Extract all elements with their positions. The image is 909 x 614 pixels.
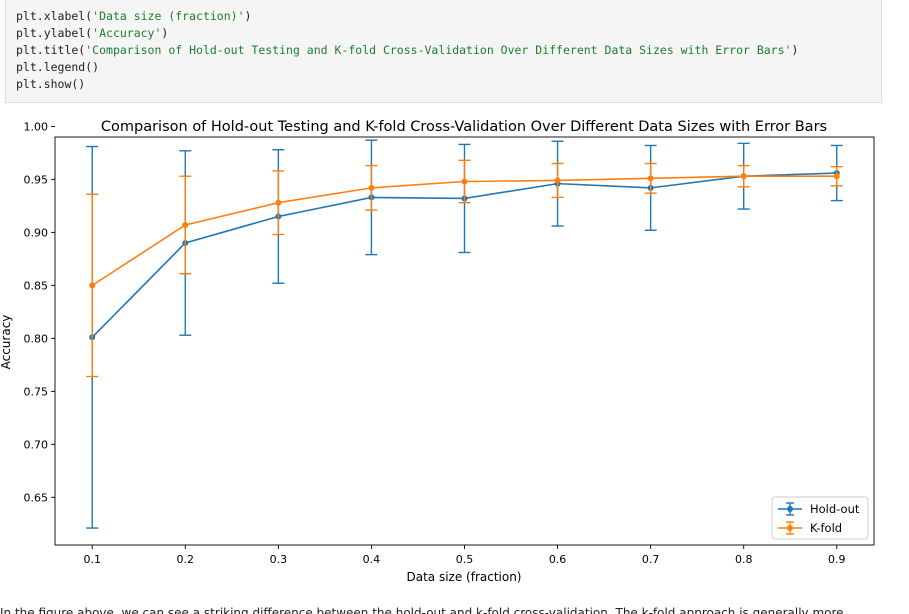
code-line: plt.legend() [16,60,100,74]
x-tick-label: 0.2 [177,553,195,566]
x-axis-label: Data size (fraction) [406,570,521,584]
x-tick-label: 0.9 [828,553,846,566]
y-tick-label: 0.80 [24,332,49,345]
series-k-fold [86,159,843,378]
y-tick-label: 0.90 [24,226,49,239]
footer-text: In the figure above, we can see a striki… [0,606,855,614]
data-point [461,178,468,185]
data-point [833,173,840,180]
x-tick-label: 0.4 [363,553,381,566]
y-axis-label: Accuracy [0,315,13,370]
code-line: plt.show() [16,77,86,91]
code-cell[interactable]: plt.xlabel('Data size (fraction)') plt.y… [5,0,882,103]
plot-frame [54,136,875,546]
data-point [740,173,747,180]
data-point [647,175,654,182]
data-point [275,199,282,206]
x-tick-label: 0.6 [549,553,567,566]
x-tick-label: 0.7 [642,553,660,566]
legend-label: Hold-out [810,502,860,516]
legend-swatch-marker [787,525,793,531]
x-tick-label: 0.8 [735,553,753,566]
data-point [554,177,561,184]
code-line: plt.xlabel('Data size (fraction)') [16,9,252,23]
x-tick-label: 0.5 [456,553,474,566]
data-point [368,184,375,191]
legend-item: K-fold [778,521,842,535]
legend-label: K-fold [810,521,842,535]
code-line: plt.ylabel('Accuracy') [16,26,169,40]
y-tick-label: 0.70 [24,438,49,451]
y-tick-label: 0.95 [24,173,49,186]
code-line: plt.title('Comparison of Hold-out Testin… [16,43,799,57]
y-tick-label: 1.00 [24,120,49,133]
y-tick-label: 0.65 [24,491,49,504]
error-bar-chart: Comparison of Hold-out Testing and K-fol… [0,119,875,584]
y-tick-label: 0.85 [24,279,49,292]
data-point [182,221,189,228]
legend-swatch-marker [787,506,793,512]
legend-item: Hold-out [778,502,860,516]
chart-title: Comparison of Hold-out Testing and K-fol… [101,119,827,135]
x-tick-label: 0.3 [270,553,288,566]
y-tick-label: 0.75 [24,385,49,398]
data-point [89,282,96,289]
x-tick-label: 0.1 [83,553,101,566]
